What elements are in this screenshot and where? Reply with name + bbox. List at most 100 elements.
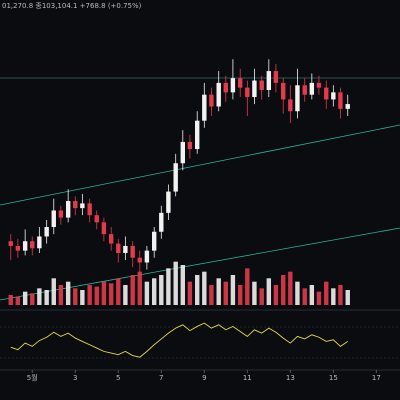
- volume-bar: [30, 293, 35, 305]
- volume-bar: [8, 295, 13, 305]
- candle-body: [281, 82, 286, 100]
- candle-body: [202, 94, 207, 121]
- volume-bar: [58, 285, 64, 305]
- volume-bar: [288, 271, 293, 305]
- candle-body: [44, 227, 49, 237]
- volume-bar: [51, 278, 56, 305]
- volume-bar: [180, 265, 185, 305]
- candle-body: [130, 245, 135, 258]
- candle-body: [309, 82, 315, 95]
- candle-body: [101, 222, 107, 235]
- candle-body: [230, 78, 236, 93]
- candle-body: [123, 245, 128, 254]
- x-tick-label: 7: [159, 374, 163, 382]
- x-tick-label: 13: [286, 374, 295, 382]
- volume-bar: [94, 286, 99, 305]
- volume-bar: [202, 271, 207, 305]
- candle-body: [65, 201, 71, 218]
- volume-bar: [101, 281, 107, 305]
- volume-bar: [223, 281, 229, 305]
- candle-body: [30, 241, 35, 249]
- volume-bar: [245, 268, 250, 305]
- candle-body: [80, 203, 85, 209]
- candle-body: [173, 163, 178, 192]
- volume-bar: [316, 291, 322, 305]
- volume-bar: [230, 275, 236, 305]
- candle-body: [58, 210, 64, 218]
- candle-body: [338, 92, 343, 109]
- candle-body: [288, 99, 293, 112]
- candle-body: [51, 210, 56, 228]
- candle-body: [223, 82, 229, 93]
- candle-body: [331, 92, 336, 100]
- candle-body: [273, 71, 279, 83]
- candle-body: [166, 191, 171, 213]
- volume-bar: [295, 281, 300, 305]
- volume-bar: [309, 285, 315, 305]
- candle-body: [209, 94, 214, 107]
- candle-body: [8, 241, 13, 246]
- volume-bar: [252, 281, 257, 305]
- oscillator-line: [10, 322, 348, 358]
- candle-body: [144, 250, 150, 263]
- volume-bar: [44, 290, 49, 305]
- x-tick-label: 9: [202, 374, 206, 382]
- candle-body: [316, 82, 322, 88]
- volume-bar: [338, 285, 343, 305]
- candle-body: [73, 201, 78, 209]
- x-tick-label: 5월: [27, 373, 38, 382]
- volume-bar: [209, 285, 214, 305]
- candle-body: [94, 215, 99, 223]
- volume-bar: [345, 290, 350, 305]
- volume-bar: [137, 271, 142, 305]
- volume-bar: [302, 288, 307, 305]
- volume-bar: [130, 275, 135, 305]
- candle-body: [108, 234, 114, 244]
- volume-bar: [108, 283, 114, 305]
- candle-body: [87, 203, 92, 216]
- volume-bar: [273, 285, 279, 305]
- candle-body: [159, 212, 164, 232]
- candle-body: [238, 78, 243, 88]
- candle-body: [116, 243, 121, 254]
- volume-bar: [324, 281, 329, 305]
- candle-body: [180, 141, 185, 164]
- x-tick-label: 15: [329, 374, 338, 382]
- volume-bar: [144, 281, 150, 305]
- x-tick-label: 11: [243, 374, 252, 382]
- volume-bar: [123, 285, 128, 305]
- candle-body: [15, 245, 21, 251]
- candle-body: [345, 104, 350, 109]
- candle-body: [216, 82, 221, 107]
- volume-bar: [331, 288, 336, 305]
- volume-bar: [73, 288, 78, 305]
- volume-bar: [195, 275, 200, 305]
- candle-body: [137, 257, 142, 263]
- volume-bar: [266, 278, 272, 305]
- x-tick-label: 17: [372, 374, 381, 382]
- candle-body: [252, 80, 257, 98]
- candle-body: [295, 85, 300, 112]
- volume-bar: [159, 275, 164, 305]
- candle-body: [195, 120, 200, 150]
- candle-body: [151, 231, 157, 251]
- x-tick-label: 5: [116, 374, 120, 382]
- volume-bar: [116, 278, 121, 305]
- volume-bar: [166, 268, 171, 305]
- volume-bar: [65, 281, 71, 305]
- candle-body: [22, 241, 28, 251]
- volume-bar: [87, 285, 92, 305]
- candle-body: [259, 80, 264, 90]
- volume-bar: [151, 278, 157, 305]
- candle-body: [37, 236, 42, 249]
- volume-bar: [281, 275, 286, 305]
- volume-bar: [80, 290, 85, 305]
- trend-line: [0, 124, 400, 206]
- candle-body: [324, 87, 329, 100]
- candle-body: [266, 71, 272, 90]
- volume-bar: [259, 288, 264, 305]
- volume-bar: [238, 285, 243, 305]
- candle-body: [245, 87, 250, 98]
- x-tick-label: 3: [73, 374, 77, 382]
